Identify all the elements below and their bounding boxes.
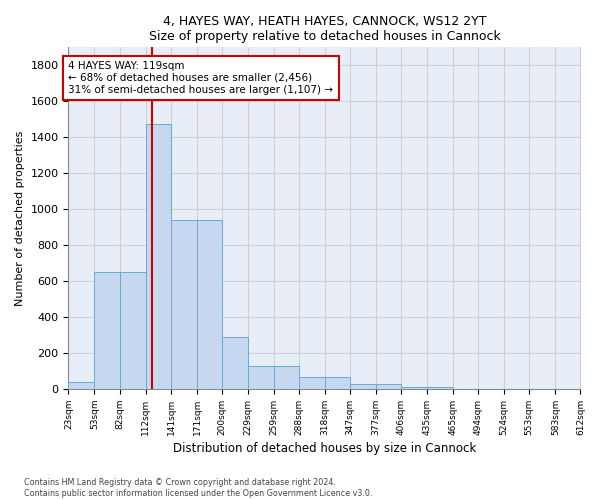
Title: 4, HAYES WAY, HEATH HAYES, CANNOCK, WS12 2YT
Size of property relative to detach: 4, HAYES WAY, HEATH HAYES, CANNOCK, WS12… xyxy=(149,15,500,43)
Bar xyxy=(248,366,274,389)
Bar xyxy=(68,382,94,389)
Y-axis label: Number of detached properties: Number of detached properties xyxy=(15,130,25,306)
Bar xyxy=(325,378,350,389)
Text: 4 HAYES WAY: 119sqm
← 68% of detached houses are smaller (2,456)
31% of semi-det: 4 HAYES WAY: 119sqm ← 68% of detached ho… xyxy=(68,62,334,94)
Bar xyxy=(171,220,197,389)
Bar xyxy=(222,337,248,389)
Bar xyxy=(146,124,171,389)
Bar xyxy=(299,378,325,389)
Bar xyxy=(94,272,119,389)
Text: Contains HM Land Registry data © Crown copyright and database right 2024.
Contai: Contains HM Land Registry data © Crown c… xyxy=(24,478,373,498)
Bar xyxy=(119,272,146,389)
Bar xyxy=(401,387,427,389)
Bar xyxy=(197,220,222,389)
X-axis label: Distribution of detached houses by size in Cannock: Distribution of detached houses by size … xyxy=(173,442,476,455)
Bar xyxy=(427,387,452,389)
Bar xyxy=(376,384,401,389)
Bar xyxy=(274,366,299,389)
Bar xyxy=(350,384,376,389)
